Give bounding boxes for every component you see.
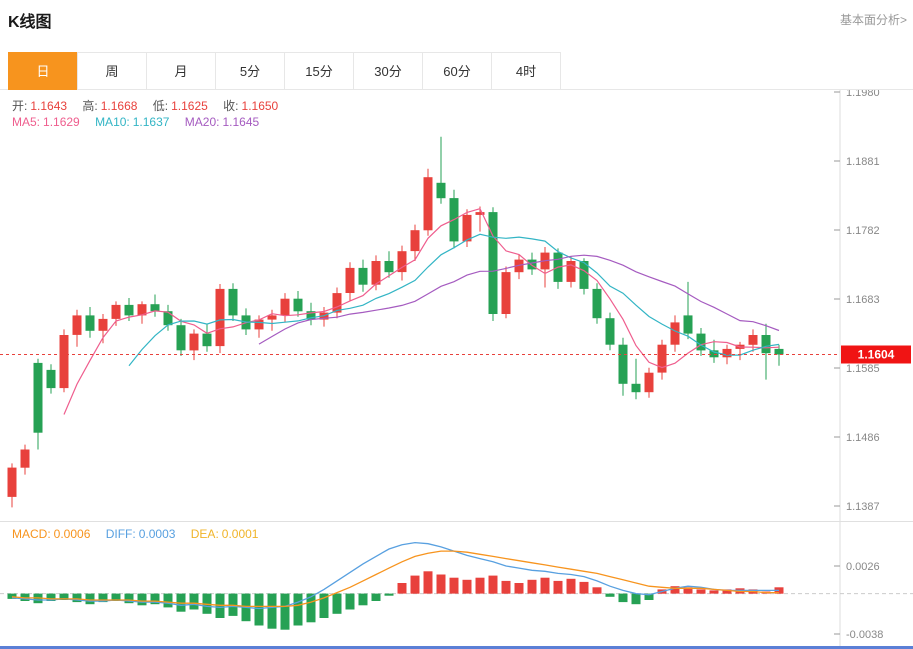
current-price-value: 1.1604 <box>858 348 895 362</box>
close-value: 1.1650 <box>241 99 279 113</box>
current-price-badge <box>841 345 911 364</box>
low-value: 1.1625 <box>171 99 208 113</box>
tab-day[interactable]: 日 <box>8 52 78 90</box>
ma20-label: MA20: <box>184 115 220 129</box>
dea-line <box>11 550 779 608</box>
svg-text:-0.0038: -0.0038 <box>846 629 883 641</box>
ma5-value: 1.1629 <box>43 115 80 129</box>
candles <box>7 136 784 508</box>
tab-60min[interactable]: 60分 <box>422 52 492 90</box>
tab-month[interactable]: 月 <box>146 52 216 90</box>
diff-label: DIFF: <box>105 527 136 541</box>
high-label: 高: <box>82 99 98 113</box>
svg-text:1.1881: 1.1881 <box>846 156 880 168</box>
open-value: 1.1643 <box>30 99 68 113</box>
y-axis-labels: 1.1980 1.1881 1.1782 1.1683 1.1585 1.1486 1.13… <box>834 90 880 513</box>
ma20-value: 1.1645 <box>222 115 260 129</box>
dea-value: 0.0001 <box>221 527 259 541</box>
tab-week[interactable]: 周 <box>77 52 147 90</box>
svg-text:1.1980: 1.1980 <box>846 90 880 99</box>
ma-legend: MA5: 1.1629 MA10: 1.1637 MA20: 1.1645 <box>12 115 271 129</box>
ma5-line <box>63 207 780 415</box>
y-axis-labels: 0.0026 -0.0038 <box>834 561 883 641</box>
macd-value: 0.0006 <box>53 527 91 541</box>
high-value: 1.1668 <box>100 99 138 113</box>
tab-4hour[interactable]: 4时 <box>491 52 561 90</box>
svg-text:0.0026: 0.0026 <box>846 561 880 573</box>
ma-lines <box>63 207 780 415</box>
ohlc-legend: 开: 1.1643 高: 1.1668 低: 1.1625 收: 1.1650 <box>12 97 290 114</box>
diff-value: 0.0003 <box>138 527 176 541</box>
ma10-line <box>128 233 780 367</box>
tab-15min[interactable]: 15分 <box>284 52 354 90</box>
macd-chart[interactable]: 0.0026 -0.0038 <box>0 522 913 649</box>
candlestick-chart[interactable]: 1.1980 1.1881 1.1782 1.1683 1.1585 1.1486 1.13… <box>0 90 913 522</box>
period-tab-bar: 日 周 月 5分 15分 30分 60分 4时 <box>8 52 561 90</box>
svg-text:1.1486: 1.1486 <box>846 432 880 444</box>
close-label: 收: <box>223 99 239 113</box>
fundamental-analysis-link[interactable]: 基本面分析> <box>839 13 907 27</box>
ma20-line <box>258 254 780 345</box>
tab-30min[interactable]: 30分 <box>353 52 423 90</box>
macd-legend: MACD: 0.0006 DIFF: 0.0003 DEA: 0.0001 <box>12 527 270 541</box>
macd-label: MACD: <box>12 527 51 541</box>
page-title: K线图 <box>8 14 52 31</box>
svg-text:1.1585: 1.1585 <box>846 363 880 375</box>
diff-line <box>11 541 779 610</box>
dea-label: DEA: <box>190 527 219 541</box>
panel-divider <box>0 521 913 522</box>
ma5-label: MA5: <box>12 115 41 129</box>
bottom-accent-bar <box>0 646 913 649</box>
ma10-label: MA10: <box>95 115 130 129</box>
tab-5min[interactable]: 5分 <box>215 52 285 90</box>
low-label: 低: <box>152 99 169 113</box>
ma10-value: 1.1637 <box>132 115 170 129</box>
svg-text:1.1782: 1.1782 <box>846 225 880 237</box>
svg-text:1.1683: 1.1683 <box>846 294 880 306</box>
open-label: 开: <box>12 99 28 113</box>
svg-text:1.1387: 1.1387 <box>846 501 880 513</box>
